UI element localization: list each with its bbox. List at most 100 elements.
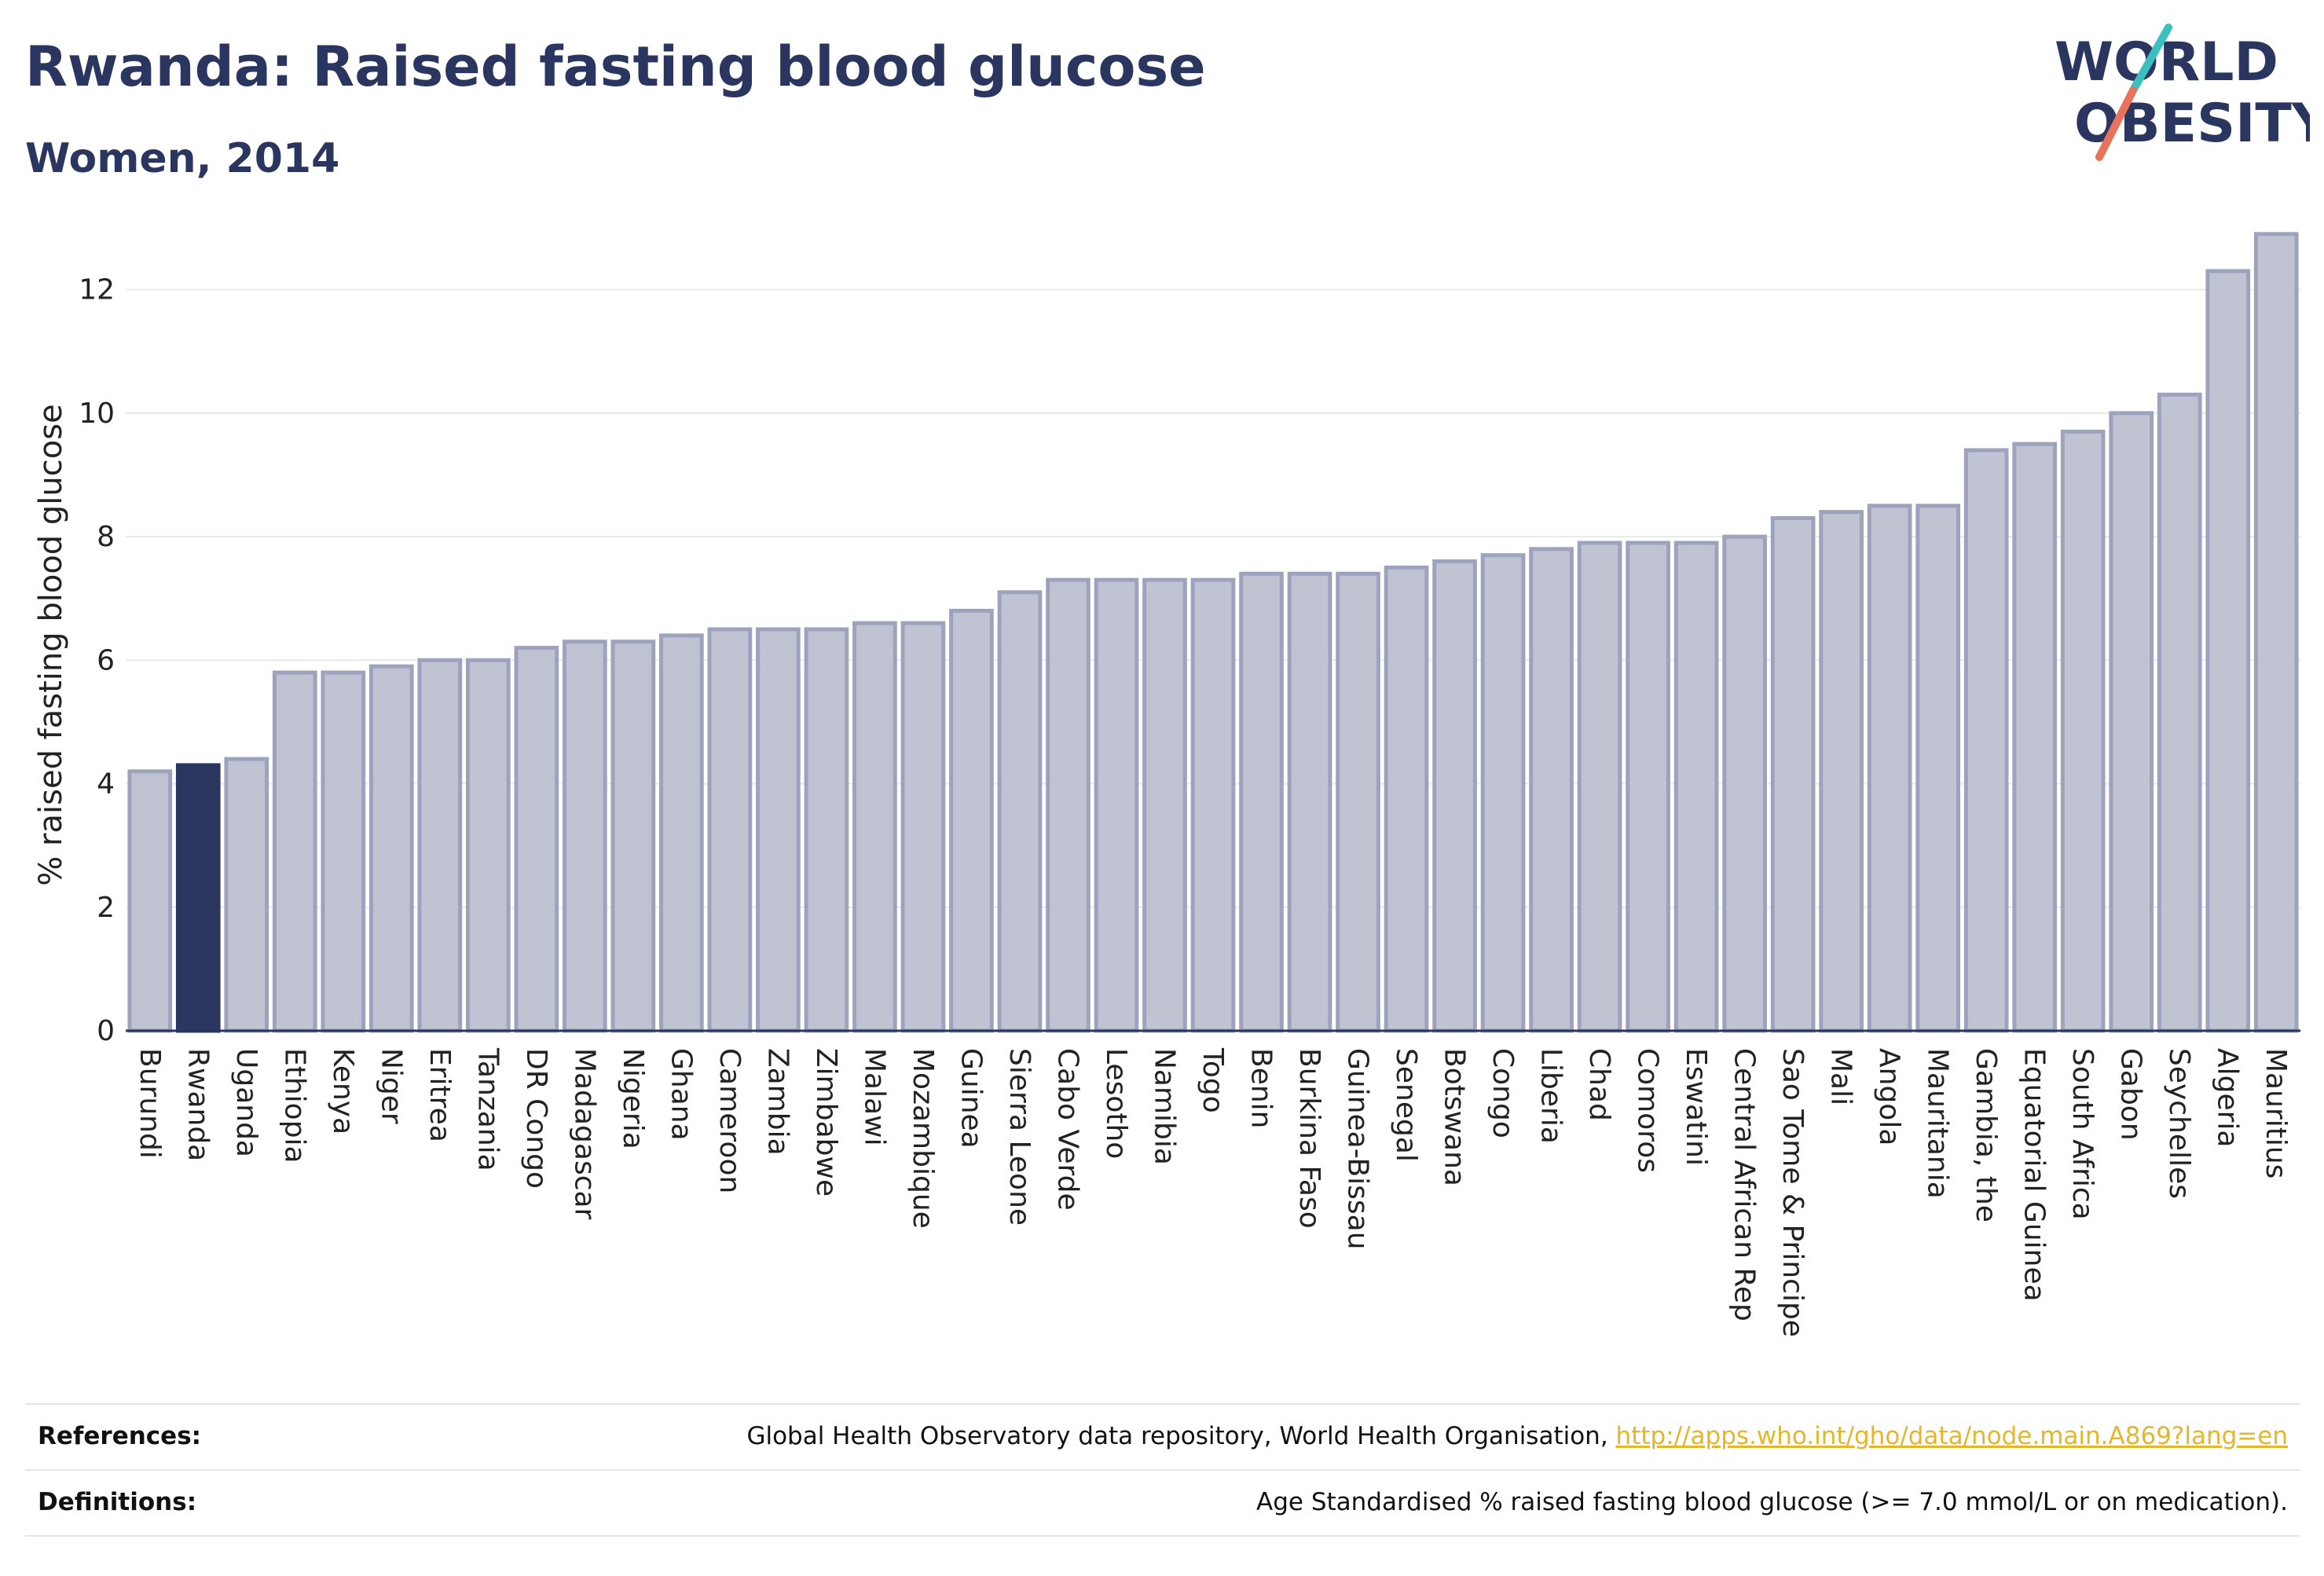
- logo-slash-coral: [2095, 86, 2137, 161]
- x-tick-label: Liberia: [1535, 1048, 1567, 1144]
- x-tick-label: Congo: [1486, 1048, 1519, 1138]
- bar-ethiopia[interactable]: [272, 670, 317, 1033]
- bar-mauritania[interactable]: [1915, 504, 1961, 1033]
- bar-chad[interactable]: [1577, 541, 1622, 1033]
- x-tick-label: Benin: [1245, 1048, 1277, 1128]
- bar-madagascar[interactable]: [563, 640, 607, 1033]
- x-tick-label: Guinea-Bissau: [1342, 1048, 1374, 1250]
- logo-line1: WORLD: [2055, 31, 2278, 93]
- x-tick-label: Gambia, the: [1970, 1048, 2002, 1222]
- x-tick-label: Lesotho: [1100, 1048, 1132, 1159]
- bar-sierra-leone[interactable]: [997, 590, 1043, 1033]
- x-tick-label: Sierra Leone: [1003, 1048, 1036, 1226]
- x-tick-label: Cameroon: [713, 1048, 746, 1193]
- references-link[interactable]: http://apps.who.int/gho/data/node.main.A…: [1615, 1422, 2288, 1450]
- bar-kenya[interactable]: [321, 670, 366, 1033]
- x-tick-label: Rwanda: [181, 1048, 214, 1161]
- bar-sao-tome-principe[interactable]: [1770, 515, 1816, 1033]
- bar-botswana[interactable]: [1432, 559, 1477, 1033]
- bar-liberia[interactable]: [1529, 547, 1574, 1033]
- x-tick-label: Zambia: [761, 1048, 794, 1156]
- bar-burkina-faso[interactable]: [1287, 571, 1332, 1033]
- y-tick-label: 12: [79, 274, 115, 306]
- bar-chart: 0 2 4 6 8 10 12 Burundi Rwanda Uganda Ethiopia Ken…: [33, 232, 2300, 1337]
- bar-togo[interactable]: [1190, 577, 1236, 1033]
- bar-guinea[interactable]: [949, 608, 994, 1033]
- bar-senegal[interactable]: [1384, 565, 1429, 1033]
- bar-cameroon[interactable]: [707, 627, 753, 1033]
- x-tick-label: South Africa: [2066, 1048, 2099, 1220]
- references-text: Global Health Observatory data repositor…: [746, 1422, 2288, 1450]
- x-tick-label: Central African Rep: [1728, 1048, 1761, 1321]
- bar-niger[interactable]: [368, 664, 414, 1033]
- x-tick-label: Malawi: [858, 1048, 890, 1146]
- x-tick-label: Burkina Faso: [1293, 1048, 1325, 1229]
- y-tick-label: 8: [97, 521, 115, 553]
- x-tick-label: Uganda: [230, 1048, 262, 1157]
- bars: [127, 232, 2299, 1033]
- x-tick-label: Madagascar: [568, 1048, 600, 1220]
- bar-nigeria[interactable]: [610, 640, 656, 1033]
- x-tick-label: Sao Tome & Principe: [1776, 1048, 1809, 1337]
- x-tick-label: Guinea: [955, 1048, 987, 1149]
- bar-comoros[interactable]: [1626, 541, 1670, 1033]
- bar-ghana[interactable]: [659, 633, 704, 1033]
- y-tick-label: 0: [97, 1015, 115, 1047]
- bar-guinea-bissau[interactable]: [1336, 571, 1380, 1033]
- x-tick-label: Angola: [1873, 1048, 1905, 1145]
- y-axis-title: % raised fasting blood glucose: [33, 404, 69, 885]
- y-tick-label: 4: [97, 768, 115, 801]
- x-tick-label: Senegal: [1390, 1048, 1422, 1162]
- chart-subtitle: Women, 2014: [25, 135, 340, 182]
- y-tick-label: 10: [79, 398, 115, 430]
- x-tick-label: Algeria: [2212, 1048, 2244, 1148]
- world-obesity-logo: WORLD OBESITY: [2055, 24, 2310, 161]
- x-tick-label: Mauritania: [1922, 1048, 1954, 1199]
- bar-dr-congo[interactable]: [514, 646, 559, 1033]
- x-tick-label: Botswana: [1439, 1048, 1471, 1186]
- bar-mali[interactable]: [1819, 510, 1864, 1033]
- x-tick-label: Nigeria: [617, 1048, 649, 1149]
- bar-rwanda[interactable]: [175, 763, 221, 1033]
- x-tick-label: Gabon: [2115, 1048, 2147, 1141]
- bar-gabon[interactable]: [2109, 411, 2154, 1033]
- bar-namibia[interactable]: [1142, 577, 1187, 1033]
- bar-congo[interactable]: [1480, 553, 1526, 1033]
- x-tick-label: Mali: [1825, 1048, 1857, 1105]
- x-tick-label: Namibia: [1148, 1048, 1180, 1165]
- definitions-text: Age Standardised % raised fasting blood …: [1256, 1488, 2288, 1516]
- bar-angola[interactable]: [1867, 504, 1912, 1033]
- chart-title: Rwanda: Raised fasting blood glucose: [25, 35, 1206, 99]
- bar-benin[interactable]: [1239, 571, 1284, 1033]
- bar-zimbabwe[interactable]: [804, 627, 849, 1033]
- bar-algeria[interactable]: [2205, 269, 2251, 1033]
- bar-burundi[interactable]: [127, 769, 173, 1033]
- bar-equatorial-guinea[interactable]: [2012, 442, 2058, 1033]
- bar-malawi[interactable]: [852, 621, 897, 1033]
- bar-cabo-verde[interactable]: [1046, 577, 1091, 1033]
- bar-gambia-the[interactable]: [1963, 448, 2009, 1033]
- bar-mozambique[interactable]: [900, 621, 946, 1033]
- bar-eritrea[interactable]: [417, 658, 463, 1033]
- x-tick-label: Mozambique: [907, 1048, 939, 1229]
- x-tick-label: Equatorial Guinea: [2018, 1048, 2051, 1302]
- x-tick-label: Tanzania: [471, 1047, 504, 1171]
- y-tick-label: 6: [97, 644, 115, 676]
- bar-eswatini[interactable]: [1673, 541, 1719, 1033]
- x-tick-label: Seychelles: [2163, 1048, 2195, 1199]
- bar-mauritius[interactable]: [2253, 232, 2299, 1033]
- x-tick-label: Kenya: [327, 1048, 359, 1134]
- bar-tanzania[interactable]: [465, 658, 511, 1033]
- bar-seychelles[interactable]: [2157, 392, 2202, 1033]
- x-tick-label: Ethiopia: [278, 1048, 310, 1164]
- definitions-label: Definitions:: [38, 1488, 197, 1516]
- bar-zambia[interactable]: [756, 627, 801, 1033]
- x-tick-labels: Burundi Rwanda Uganda Ethiopia Kenya Niger Eri…: [134, 1047, 2292, 1337]
- bar-lesotho[interactable]: [1094, 577, 1139, 1033]
- x-tick-label: Eswatini: [1680, 1048, 1712, 1166]
- bar-central-african-rep[interactable]: [1722, 534, 1767, 1033]
- x-tick-label: Cabo Verde: [1051, 1048, 1083, 1211]
- bar-uganda[interactable]: [224, 757, 269, 1033]
- bar-south-africa[interactable]: [2060, 429, 2106, 1033]
- x-tick-label: Chad: [1583, 1048, 1615, 1121]
